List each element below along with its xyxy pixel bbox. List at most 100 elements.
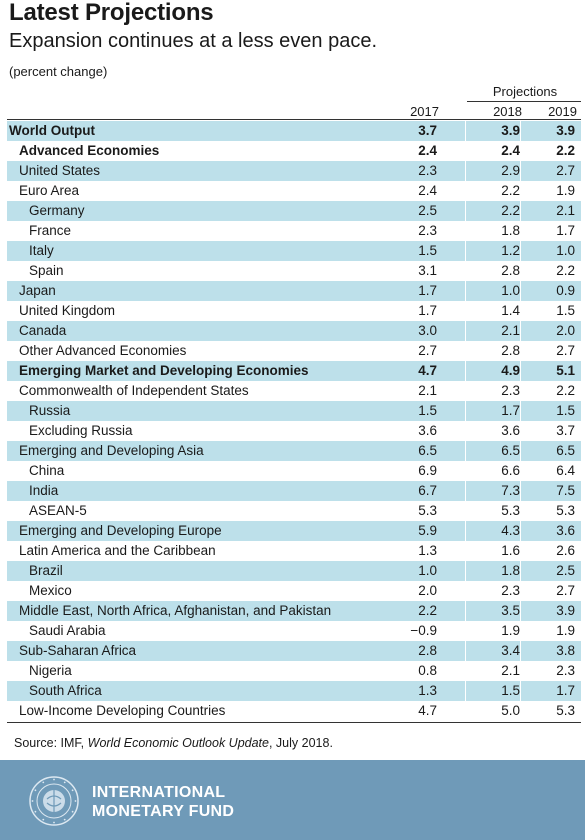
column-divider — [465, 181, 466, 201]
row-value-2018: 1.6 — [501, 543, 520, 558]
projections-rule — [467, 101, 581, 102]
row-label: China — [29, 463, 65, 478]
column-divider — [465, 521, 466, 541]
row-label: Advanced Economies — [19, 143, 160, 158]
source-suffix: , July 2018. — [268, 736, 333, 750]
column-divider — [520, 181, 521, 201]
column-divider — [465, 401, 466, 421]
column-divider — [520, 681, 521, 701]
row-value-2019: 1.9 — [556, 183, 575, 198]
row-value-2018: 5.0 — [501, 703, 520, 718]
row-label: ASEAN-5 — [29, 503, 87, 518]
column-divider — [520, 201, 521, 221]
row-value-2018: 2.1 — [501, 323, 520, 338]
row-label: Italy — [29, 243, 54, 258]
row-value-2017: 2.0 — [418, 583, 437, 598]
column-divider — [520, 221, 521, 241]
row-value-2017: 6.5 — [418, 443, 437, 458]
column-divider — [520, 301, 521, 321]
row-value-2017: 4.7 — [418, 363, 437, 378]
unit-note: (percent change) — [9, 64, 108, 79]
row-value-2019: 2.1 — [556, 203, 575, 218]
table-row: Spain 3.1 2.8 2.2 — [7, 261, 581, 281]
column-divider — [520, 341, 521, 361]
row-label: Middle East, North Africa, Afghanistan, … — [19, 603, 332, 618]
row-value-2018: 4.9 — [501, 363, 520, 378]
row-value-2019: 1.7 — [556, 683, 575, 698]
row-label: United Kingdom — [19, 303, 116, 318]
table-row: Mexico 2.0 2.3 2.7 — [7, 581, 581, 601]
column-divider — [465, 161, 466, 181]
row-label: Commonwealth of Independent States — [19, 383, 249, 398]
row-value-2019: 0.9 — [556, 283, 575, 298]
column-divider — [465, 301, 466, 321]
table-row: United States 2.3 2.9 2.7 — [7, 161, 581, 181]
column-divider — [465, 121, 466, 141]
row-value-2018: 2.1 — [501, 663, 520, 678]
column-divider — [520, 541, 521, 561]
row-value-2017: 1.5 — [418, 243, 437, 258]
table-row: France 2.3 1.8 1.7 — [7, 221, 581, 241]
column-divider — [465, 141, 466, 161]
row-value-2019: 5.1 — [556, 363, 575, 378]
row-label: Sub-Saharan Africa — [19, 643, 137, 658]
row-value-2018: 2.8 — [501, 343, 520, 358]
row-label: Saudi Arabia — [29, 623, 106, 638]
table-row: Italy 1.5 1.2 1.0 — [7, 241, 581, 261]
column-divider — [465, 281, 466, 301]
row-value-2018: 2.2 — [501, 203, 520, 218]
row-value-2017: 2.7 — [418, 343, 437, 358]
column-divider — [465, 201, 466, 221]
row-value-2019: 3.6 — [556, 523, 575, 538]
row-value-2019: 5.3 — [556, 503, 575, 518]
source-prefix: Source: IMF, — [14, 736, 88, 750]
row-value-2017: 3.0 — [418, 323, 437, 338]
row-label: Other Advanced Economies — [19, 343, 187, 358]
row-label: Emerging Market and Developing Economies — [19, 363, 309, 378]
row-value-2018: 1.4 — [501, 303, 520, 318]
row-label: Nigeria — [29, 663, 72, 678]
column-divider — [465, 661, 466, 681]
table-row: Low-Income Developing Countries 4.7 5.0 5.3 — [7, 701, 581, 721]
column-divider — [520, 461, 521, 481]
column-divider — [520, 561, 521, 581]
row-value-2019: 3.7 — [556, 423, 575, 438]
row-label: India — [29, 483, 59, 498]
row-value-2019: 1.9 — [556, 623, 575, 638]
table-row: Excluding Russia 3.6 3.6 3.7 — [7, 421, 581, 441]
row-value-2017: 2.4 — [418, 143, 437, 158]
row-label: Low-Income Developing Countries — [19, 703, 226, 718]
row-value-2018: 2.8 — [501, 263, 520, 278]
row-label: Germany — [29, 203, 85, 218]
table-row: Emerging and Developing Asia 6.5 6.5 6.5 — [7, 441, 581, 461]
column-divider — [520, 121, 521, 141]
row-value-2018: 1.8 — [501, 563, 520, 578]
row-value-2017: 6.7 — [418, 483, 437, 498]
table-row: Emerging Market and Developing Economies… — [7, 361, 581, 381]
row-label: France — [29, 223, 72, 238]
row-value-2018: 2.2 — [501, 183, 520, 198]
column-divider — [520, 361, 521, 381]
table-row: Sub-Saharan Africa 2.8 3.4 3.8 — [7, 641, 581, 661]
table-row: ASEAN-5 5.3 5.3 5.3 — [7, 501, 581, 521]
column-divider — [520, 481, 521, 501]
table-row: Canada 3.0 2.1 2.0 — [7, 321, 581, 341]
row-value-2017: 2.4 — [418, 183, 437, 198]
row-value-2019: 1.5 — [556, 303, 575, 318]
column-divider — [520, 241, 521, 261]
row-value-2019: 2.3 — [556, 663, 575, 678]
row-value-2017: −0.9 — [410, 623, 437, 638]
row-value-2019: 3.8 — [556, 643, 575, 658]
row-value-2019: 7.5 — [556, 483, 575, 498]
row-value-2017: 5.3 — [418, 503, 437, 518]
row-value-2018: 3.5 — [501, 603, 520, 618]
column-divider — [520, 581, 521, 601]
page-title: Latest Projections — [9, 0, 214, 26]
column-divider — [465, 701, 466, 721]
row-value-2019: 2.2 — [556, 143, 575, 158]
row-value-2017: 2.2 — [418, 603, 437, 618]
row-value-2019: 2.7 — [556, 343, 575, 358]
org-name-line1: INTERNATIONAL — [92, 784, 226, 801]
column-divider — [465, 681, 466, 701]
column-divider — [465, 361, 466, 381]
